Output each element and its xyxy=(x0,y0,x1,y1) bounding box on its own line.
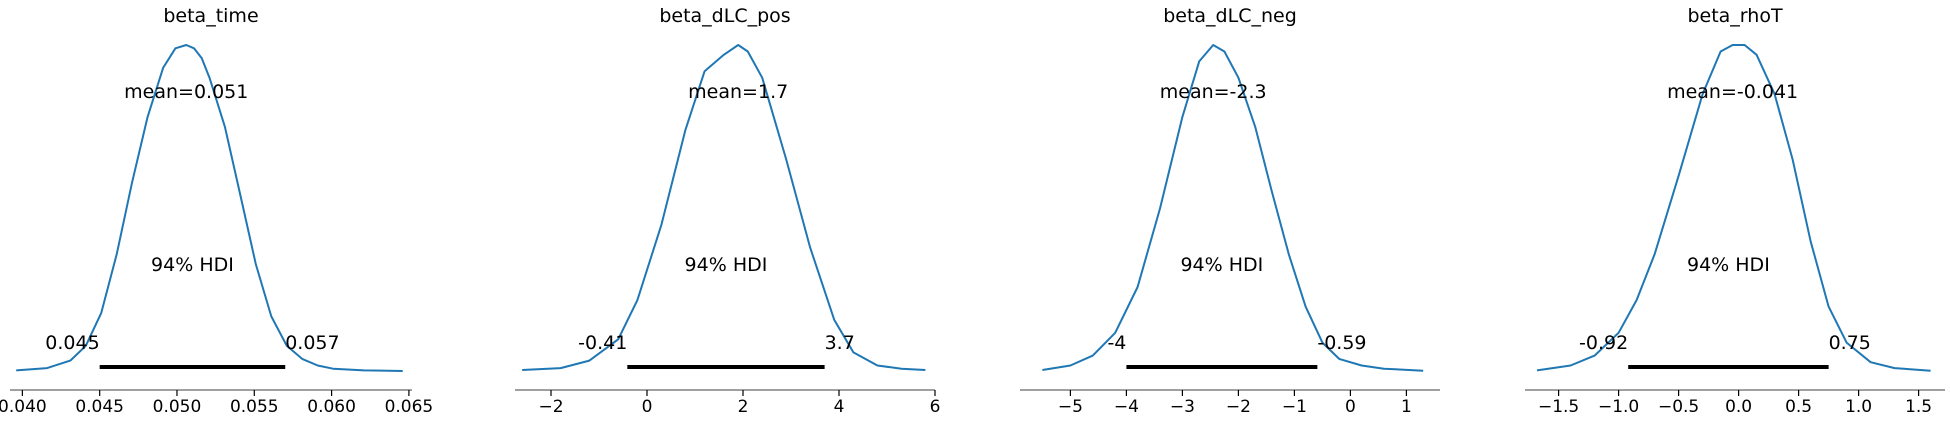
x-tick-label: 0.045 xyxy=(75,397,124,417)
x-tick-label: −1.5 xyxy=(1538,397,1579,417)
mean-label: mean=0.051 xyxy=(124,81,248,103)
density-line xyxy=(1042,44,1424,372)
hdi-label: 94% HDI xyxy=(685,254,768,276)
density-line xyxy=(522,44,926,371)
hdi-label: 94% HDI xyxy=(1180,254,1263,276)
x-tick-label: 1 xyxy=(1401,397,1412,417)
panel-title: beta_time xyxy=(163,5,258,27)
x-tick-label: 6 xyxy=(930,397,941,417)
hdi-lower-label: 0.045 xyxy=(45,332,99,354)
x-tick-label: 0.060 xyxy=(307,397,356,417)
panel-title: beta_rhoT xyxy=(1687,5,1782,27)
x-tick-label: −2 xyxy=(538,397,563,417)
x-tick-label: −4 xyxy=(1114,397,1139,417)
panel-4: beta_rhoT mean=-0.041 94% HDI -0.92 0.75 −1.5… xyxy=(1525,5,1945,417)
x-tick-label: 1.5 xyxy=(1905,397,1932,417)
x-tick-label: 0.050 xyxy=(153,397,202,417)
hdi-lower-label: -0.41 xyxy=(578,332,627,354)
panel-1: beta_time mean=0.051 94% HDI 0.045 0.057 0.04… xyxy=(0,5,433,417)
mean-label: mean=1.7 xyxy=(688,81,788,103)
panel-2: beta_dLC_pos mean=1.7 94% HDI -0.41 3.7 −2 0 2 4… xyxy=(515,5,940,417)
panel-3: beta_dLC_neg mean=-2.3 94% HDI -4 -0.59 −5 −4 −… xyxy=(1020,5,1440,417)
panel-title: beta_dLC_pos xyxy=(659,5,790,27)
x-tick-label: 4 xyxy=(834,397,845,417)
x-tick-label: 0.055 xyxy=(230,397,279,417)
hdi-lower-label: -4 xyxy=(1107,332,1126,354)
hdi-upper-label: 3.7 xyxy=(825,332,855,354)
x-tick-label: −0.5 xyxy=(1658,397,1699,417)
x-tick-label: 0 xyxy=(642,397,653,417)
panel-title: beta_dLC_neg xyxy=(1163,5,1297,27)
x-tick-label: 0.0 xyxy=(1725,397,1752,417)
hdi-label: 94% HDI xyxy=(1687,254,1770,276)
density-line xyxy=(1536,44,1931,372)
x-tick-label: 1.0 xyxy=(1845,397,1872,417)
x-tick-label: 0.040 xyxy=(0,397,47,417)
hdi-label: 94% HDI xyxy=(151,254,234,276)
hdi-upper-label: 0.057 xyxy=(285,332,339,354)
x-tick-label: −2 xyxy=(1226,397,1251,417)
x-tick-label: −1 xyxy=(1282,397,1307,417)
hdi-upper-label: 0.75 xyxy=(1829,332,1871,354)
x-tick-label: 0.065 xyxy=(385,397,434,417)
x-tick-label: 2 xyxy=(738,397,749,417)
x-tick-label: −5 xyxy=(1058,397,1083,417)
mean-label: mean=-2.3 xyxy=(1160,81,1267,103)
x-tick-label: 0 xyxy=(1345,397,1356,417)
density-line xyxy=(16,44,403,372)
mean-label: mean=-0.041 xyxy=(1667,81,1798,103)
hdi-lower-label: -0.92 xyxy=(1579,332,1628,354)
x-tick-label: −1.0 xyxy=(1598,397,1639,417)
x-tick-label: 0.5 xyxy=(1785,397,1812,417)
hdi-upper-label: -0.59 xyxy=(1317,332,1366,354)
x-tick-label: −3 xyxy=(1170,397,1195,417)
